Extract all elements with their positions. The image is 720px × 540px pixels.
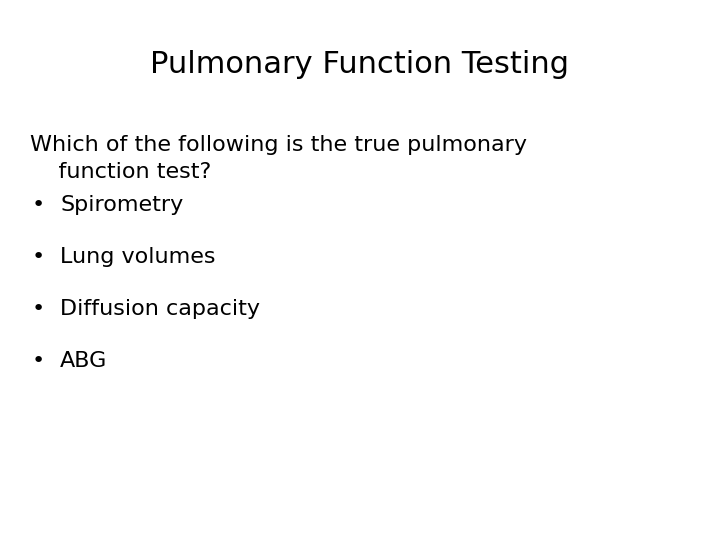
Text: Pulmonary Function Testing: Pulmonary Function Testing — [150, 50, 570, 79]
Text: ABG: ABG — [60, 351, 107, 371]
Text: function test?: function test? — [30, 162, 211, 182]
Text: Diffusion capacity: Diffusion capacity — [60, 299, 260, 319]
Text: •: • — [32, 351, 45, 371]
Text: •: • — [32, 247, 45, 267]
Text: Which of the following is the true pulmonary: Which of the following is the true pulmo… — [30, 135, 527, 155]
Text: •: • — [32, 299, 45, 319]
Text: Lung volumes: Lung volumes — [60, 247, 215, 267]
Text: Spirometry: Spirometry — [60, 195, 184, 215]
Text: •: • — [32, 195, 45, 215]
